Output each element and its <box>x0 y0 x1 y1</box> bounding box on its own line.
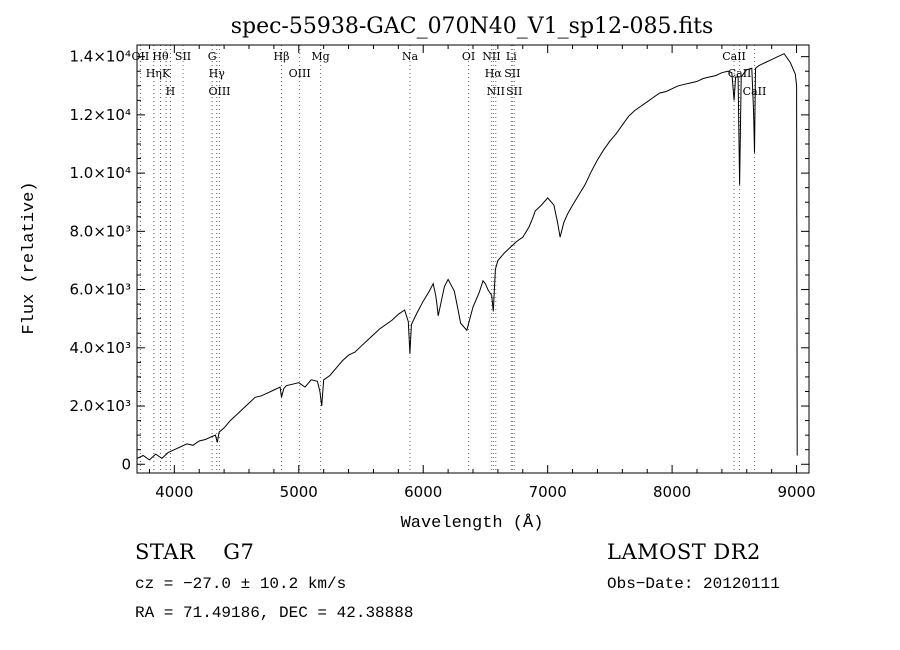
spectral-line-label: K <box>162 67 171 80</box>
spectral-line-label: OIII <box>289 67 311 80</box>
y-tick-label: 2.0×10³ <box>69 397 131 415</box>
y-tick-label: 0 <box>121 455 131 473</box>
spectral-line-label: Mg <box>311 50 329 63</box>
plot-frame <box>136 44 810 474</box>
spectral-lines-layer <box>139 45 755 473</box>
spectral-line-label: NII <box>482 50 500 63</box>
x-axis-label: Wavelength (Å) <box>401 514 544 533</box>
spectral-line-label: Hγ <box>209 67 226 80</box>
x-tick-label: 8000 <box>653 483 691 501</box>
y-tick-label: 8.0×10³ <box>69 222 131 240</box>
object-classification: STAR G7 <box>135 540 254 564</box>
spectral-line-label: CaII <box>743 85 767 98</box>
spectral-subclass: G7 <box>223 540 255 564</box>
spectral-line-label: OIII <box>208 85 230 98</box>
object-type: STAR <box>135 540 196 564</box>
x-tick-label: 6000 <box>404 483 442 501</box>
axis-ticks: 4000 5000 6000 7000 8000 9000 0 2.0×10³ 4.0×10³ 6… <box>69 45 816 501</box>
chart-title: spec-55938-GAC_070N40_V1_sp12-085.fits <box>231 14 714 39</box>
spectral-line-label: CaII <box>722 50 746 63</box>
x-tick-label: 4000 <box>155 483 193 501</box>
spectral-line-label: Li <box>506 50 517 63</box>
spectral-line-label: H <box>166 85 176 98</box>
redshift-velocity: cz = −27.0 ± 10.2 km/s <box>135 575 347 593</box>
x-tick-label: 7000 <box>529 483 567 501</box>
y-tick-label: 1.0×10⁴ <box>69 164 131 182</box>
spectral-line-label: SII <box>175 50 191 63</box>
spectral-line-label: Hθ <box>152 50 169 63</box>
y-tick-label: 4.0×10³ <box>69 339 131 357</box>
y-tick-label: 1.4×10⁴ <box>69 48 131 66</box>
spectral-line-label: SII <box>506 85 522 98</box>
data-release: LAMOST DR2 <box>607 540 761 564</box>
spectral-line-label: Hα <box>485 67 503 80</box>
y-axis-label: Flux (relative) <box>20 181 39 334</box>
spectral-line-label: Hβ <box>274 50 290 63</box>
spectral-line-label: Na <box>402 50 419 63</box>
y-tick-label: 6.0×10³ <box>69 281 131 299</box>
spectral-line-label: G <box>208 50 217 63</box>
spectral-line-label: NII <box>487 85 505 98</box>
spectral-line-label: OI <box>462 50 475 63</box>
coordinates: RA = 71.49186, DEC = 42.38888 <box>135 604 414 622</box>
spectrum-series-line <box>136 53 798 461</box>
x-tick-label: 9000 <box>777 483 815 501</box>
spectral-line-label: SII <box>504 67 520 80</box>
spectral-line-label: CaII <box>728 67 752 80</box>
spectral-line-label: Hη <box>146 67 162 80</box>
observation-date: Obs−Date: 20120111 <box>607 575 780 593</box>
y-tick-label: 1.2×10⁴ <box>69 106 131 124</box>
x-tick-label: 5000 <box>280 483 318 501</box>
